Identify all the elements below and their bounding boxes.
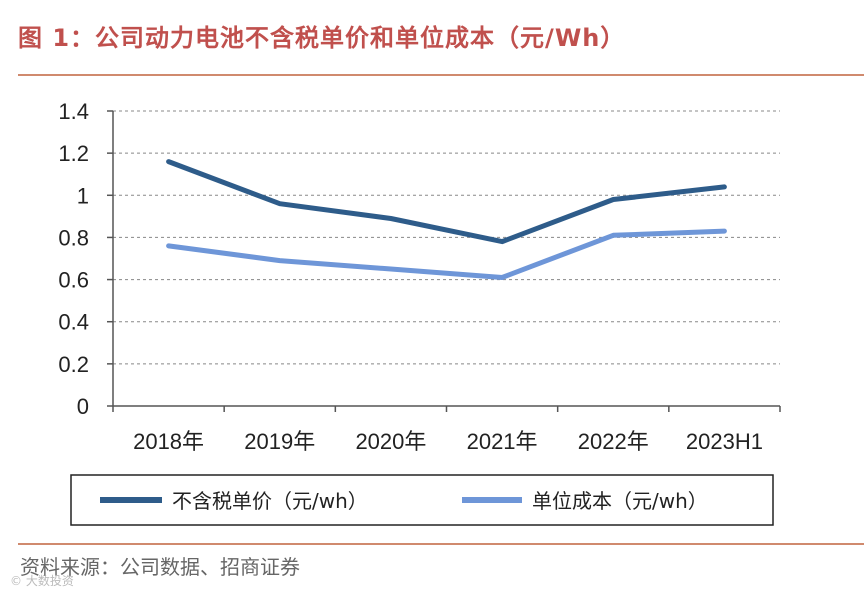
y-tick-label: 1: [77, 183, 89, 208]
x-tick-label: 2019年: [244, 429, 315, 454]
axes: [107, 110, 781, 412]
y-tick-label: 0.6: [58, 268, 89, 293]
title-divider: [18, 74, 864, 76]
x-tick-label: 2022年: [578, 429, 649, 454]
legend-label-2: 单位成本（元/wh）: [532, 489, 708, 513]
source-note: 资料来源：公司数据、招商证券: [20, 555, 300, 579]
y-tick-label: 0.4: [58, 310, 89, 335]
x-tick-labels: 2018年 2019年 2020年 2021年 2022年 2023H1: [133, 429, 763, 454]
y-tick-label: 1.2: [58, 141, 89, 166]
y-tick-labels: 0 0.2 0.4 0.6 0.8 1 1.2 1.4: [58, 99, 89, 419]
legend: 不含税单价（元/wh） 单位成本（元/wh）: [70, 474, 774, 526]
y-tick-label: 0.8: [58, 225, 89, 250]
series-lines: [166, 159, 727, 280]
x-tick-label: 2020年: [355, 429, 426, 454]
x-tick-label: 2021年: [467, 429, 538, 454]
watermark: © 大数投资: [10, 574, 74, 588]
x-tick-label: 2018年: [133, 429, 204, 454]
grid-lines: [113, 110, 780, 365]
y-tick-label: 1.4: [58, 99, 89, 124]
series-line-1: [166, 159, 727, 245]
y-tick-label: 0: [77, 394, 89, 419]
y-tick-label: 0.2: [58, 352, 89, 377]
footer-divider: [18, 543, 864, 545]
line-chart: 0 0.2 0.4 0.6 0.8 1 1.2 1.4 2018年 2019年 2020年 2021…: [58, 99, 781, 526]
figure-title: 图 1：公司动力电池不含税单价和单位成本（元/Wh）: [18, 24, 626, 52]
series-line-2: [166, 228, 727, 280]
legend-box: [70, 474, 774, 526]
legend-label-1: 不含税单价（元/wh）: [172, 489, 368, 513]
x-tick-label: 2023H1: [686, 429, 763, 454]
